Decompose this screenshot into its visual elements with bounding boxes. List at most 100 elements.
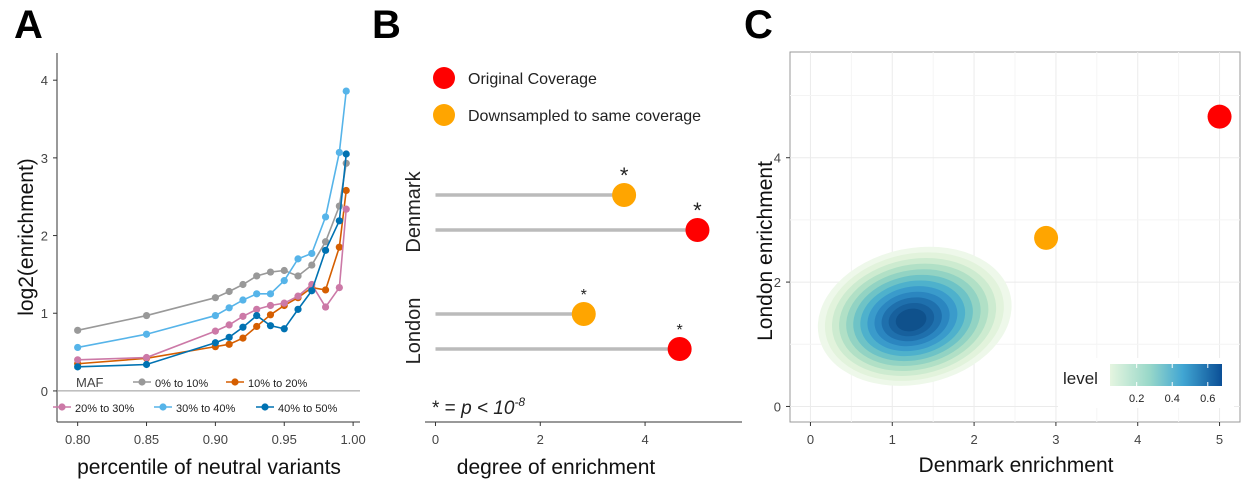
data-point-10-to-20 (225, 340, 233, 348)
panel-b-x-tick-label: 2 (537, 432, 544, 447)
data-point-40-to-50 (308, 287, 316, 295)
data-point-40-to-50 (211, 339, 219, 347)
data-point-0-to-10 (294, 272, 302, 280)
data-point-10-to-20 (266, 311, 275, 319)
series-line-0-to-10 (77, 163, 348, 332)
data-point-20-to-30 (342, 205, 350, 213)
group-label-london: London (403, 298, 425, 365)
lollipop-point-london-original-coverage (667, 337, 692, 361)
data-point-30-to-40 (266, 290, 275, 298)
panel-c-y-tick-label: 0 (774, 399, 781, 414)
legend-label-10-to-20: 10% to 20% (248, 378, 308, 390)
panel-a-y-tick-label: 2 (41, 229, 48, 244)
level-legend-tick-label: 0.6 (1200, 393, 1215, 405)
lollipop-point-denmark-downsampled-to-same-coverage (612, 183, 637, 207)
panel-a-x-label: percentile of neutral variants (77, 456, 341, 479)
panel-label-c: C (744, 3, 773, 47)
legend-label-20-to-30: 20% to 30% (75, 403, 135, 415)
data-point-10-to-20 (321, 286, 330, 294)
data-point-40-to-50 (266, 322, 275, 330)
data-point-0-to-10 (225, 287, 233, 296)
legend-key-point (58, 403, 66, 411)
data-point-40-to-50 (342, 150, 350, 158)
panel-a-y-tick-label: 3 (41, 151, 48, 166)
panel-c-x-tick-label: 5 (1216, 432, 1223, 447)
panel-a-y-tick-label: 1 (41, 306, 48, 321)
series-line-20-to-30 (77, 209, 348, 361)
data-point-0-to-10 (239, 280, 247, 289)
level-legend: level 0.2 0.4 0.6 (1058, 358, 1234, 408)
panel-a-y-label: log2(enrichment) (15, 158, 38, 316)
lollipop-point-denmark-original-coverage (685, 218, 710, 242)
data-point-40-to-50 (225, 333, 233, 341)
significance-mark: * (677, 322, 683, 339)
legend-label-0-to-10: 0% to 10% (155, 378, 208, 390)
panel-b-chart: Original Coverage Downsampled to same cov… (403, 67, 742, 479)
data-point-40-to-50 (239, 323, 247, 331)
legend-key-point (261, 403, 269, 411)
data-point-0-to-10 (142, 311, 151, 320)
data-point-20-to-30 (335, 284, 343, 292)
panel-a-chart: 0 1 2 3 4 0.80 0.85 0.90 0.95 1.00 MAF 0% to 10%… (15, 53, 366, 479)
legend-key-original-coverage (433, 67, 455, 89)
series-line-30-to-40 (77, 90, 348, 349)
data-point-40-to-50 (335, 217, 343, 225)
data-point-30-to-40 (342, 87, 350, 95)
level-legend-title: level (1063, 369, 1098, 388)
data-point-20-to-30 (266, 301, 275, 310)
level-legend-tick-label: 0.4 (1165, 393, 1180, 405)
panel-a-x-tick-label: 0.95 (272, 432, 297, 447)
data-point-40-to-50 (253, 311, 261, 320)
data-point-30-to-40 (253, 290, 261, 298)
panel-b-x-label: degree of enrichment (457, 456, 656, 479)
group-label-denmark: Denmark (403, 170, 425, 252)
panel-b-x-tick-label: 0 (432, 432, 439, 447)
legend-label-original-coverage: Original Coverage (468, 71, 597, 88)
data-point-20-to-30 (74, 356, 82, 364)
data-point-0-to-10 (253, 272, 261, 280)
data-point-0-to-10 (308, 261, 316, 269)
data-point-40-to-50 (74, 363, 82, 371)
legend-label-downsampled-to-same-coverage: Downsampled to same coverage (468, 108, 701, 125)
data-point-20-to-30 (280, 299, 288, 307)
data-point-0-to-10 (266, 268, 275, 276)
significance-mark: * (620, 163, 629, 188)
panel-b-footnote: * = p < 10-8 (432, 395, 525, 419)
data-point-40-to-50 (321, 246, 330, 254)
data-point-10-to-20 (253, 322, 261, 331)
legend-label-30-to-40: 30% to 40% (176, 403, 236, 415)
panel-c-chart: 0 1 2 3 4 5 0 2 4 level 0.2 0.4 0.6 London enrich… (754, 51, 1241, 477)
panel-c-x-tick-label: 1 (889, 432, 896, 447)
panel-a-legend-title: MAF (76, 375, 104, 390)
data-point-20-to-30 (239, 312, 247, 320)
data-point-30-to-40 (74, 343, 82, 352)
panel-a-y-tick-label: 0 (41, 384, 48, 399)
data-point-20-to-30 (211, 327, 219, 335)
panel-label-a: A (14, 3, 43, 47)
legend-key-point (159, 403, 167, 411)
level-legend-tick-label: 0.2 (1129, 393, 1144, 405)
data-point-20-to-30 (253, 305, 261, 313)
data-point-40-to-50 (294, 305, 302, 313)
significance-mark: * (581, 287, 587, 304)
data-point-30-to-40 (225, 304, 233, 312)
legend-key-downsampled-to-same-coverage (433, 104, 455, 126)
series-line-10-to-20 (77, 190, 348, 365)
panel-c-x-tick-label: 0 (807, 432, 814, 447)
data-point-20-to-30 (142, 353, 151, 362)
data-point-30-to-40 (211, 311, 219, 320)
series-line-40-to-50 (77, 153, 348, 368)
enrichment-point (1034, 225, 1059, 250)
data-point-20-to-30 (225, 321, 233, 329)
data-point-0-to-10 (74, 326, 82, 334)
lollipop-point-london-downsampled-to-same-coverage (571, 302, 596, 326)
data-point-30-to-40 (294, 255, 302, 263)
panel-c-x-label: Denmark enrichment (919, 454, 1114, 477)
panel-a-x-tick-label: 0.85 (134, 432, 159, 447)
data-point-40-to-50 (280, 325, 288, 333)
panel-a-x-tick-label: 1.00 (340, 432, 365, 447)
data-point-30-to-40 (308, 249, 316, 258)
data-point-40-to-50 (142, 360, 151, 369)
level-color-bar (1110, 364, 1222, 386)
